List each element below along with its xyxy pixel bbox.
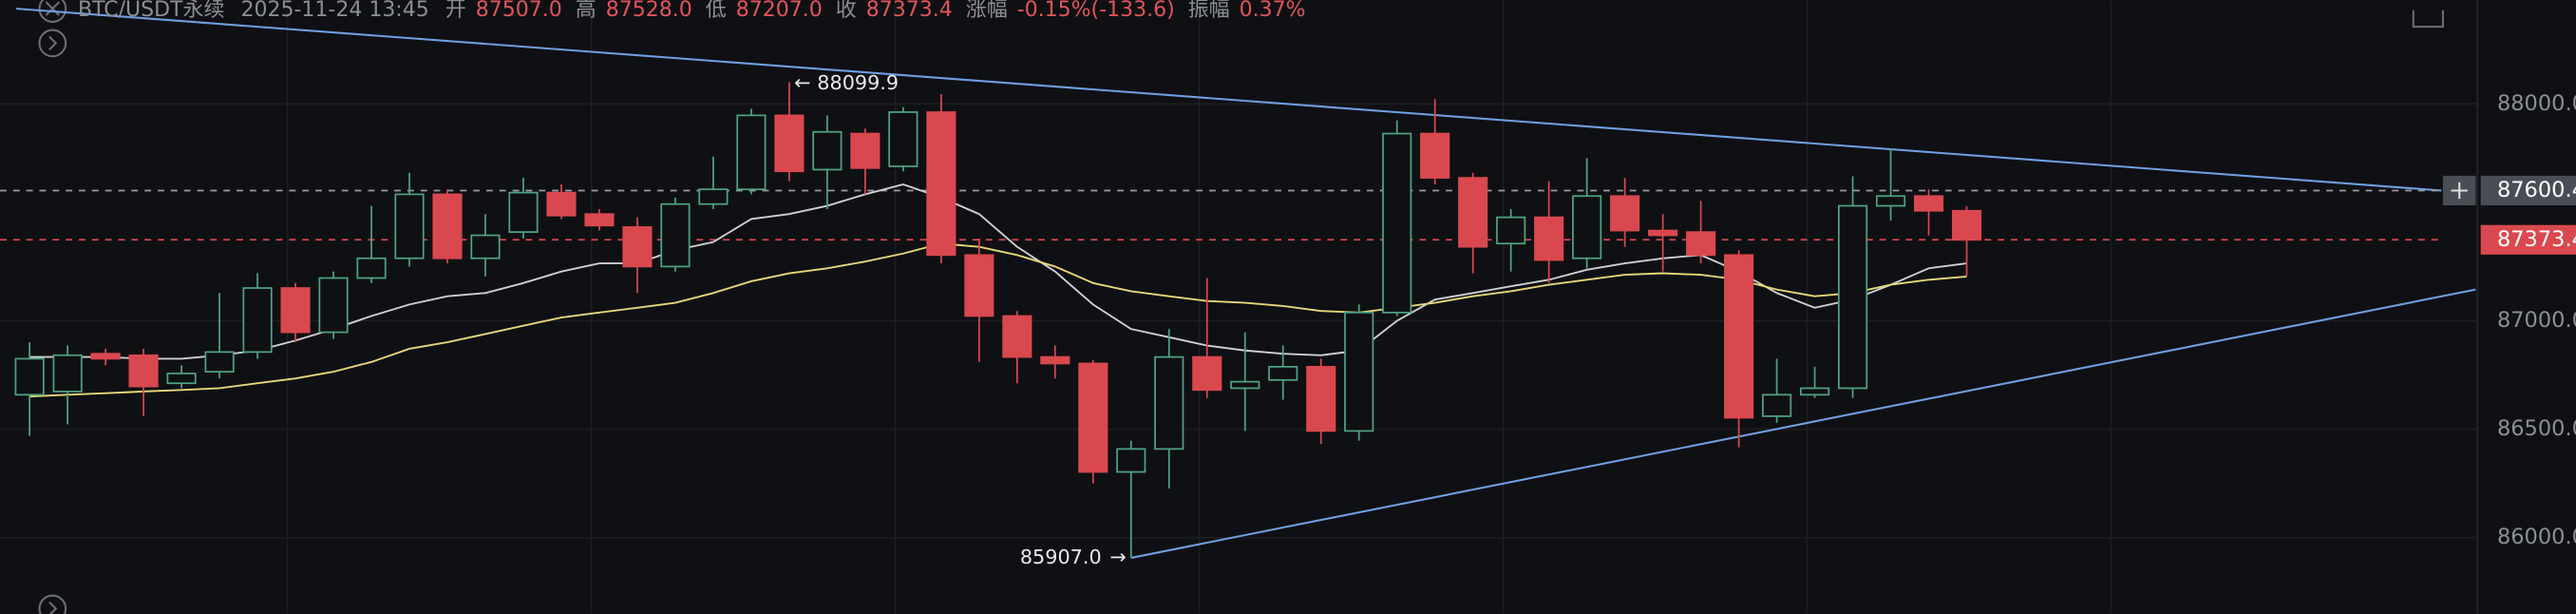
field-label: 收	[835, 0, 857, 22]
y-tick-label: 88000.0	[2497, 91, 2576, 116]
candle-body	[204, 351, 235, 373]
candle-body	[128, 354, 159, 388]
candle-body	[698, 188, 729, 205]
candle-body	[1458, 177, 1488, 248]
candle-body	[1837, 204, 1868, 390]
candle-body	[1078, 362, 1108, 473]
candle-body	[1800, 387, 1830, 396]
candle-body	[1040, 355, 1070, 365]
ma-line	[29, 182, 1967, 360]
field-label: 开	[445, 0, 466, 22]
collapse-icon-arrow	[48, 601, 58, 614]
candle-body	[1002, 315, 1032, 358]
trendline	[16, 8, 2442, 192]
expand-icon[interactable]	[38, 29, 67, 58]
candle-body	[1875, 195, 1906, 207]
collapse-icon[interactable]	[38, 594, 67, 614]
candle-body	[1230, 380, 1260, 390]
candle-body	[660, 202, 691, 268]
candle-body	[1192, 355, 1222, 392]
candle-body	[774, 114, 805, 173]
trendline	[1130, 288, 2476, 559]
candle-body	[736, 114, 767, 191]
symbol: BTC/USDT永续	[78, 0, 225, 22]
candle-body	[1572, 195, 1602, 259]
candle-body	[1116, 448, 1146, 473]
annotation-arrow: →	[1109, 546, 1126, 568]
annotation-label: 85907.0	[1020, 546, 1102, 568]
candle-body	[280, 287, 311, 334]
candle-body	[1610, 195, 1640, 232]
expand-icon-arrow	[48, 35, 58, 51]
candle-body	[1913, 195, 1944, 212]
y-tick-label: 87000.0	[2497, 308, 2576, 333]
candle-body	[1686, 231, 1716, 257]
candle-body	[1154, 355, 1184, 451]
candle-body	[926, 111, 957, 257]
time: 2025-11-24 13:45	[240, 0, 429, 22]
field-label: 高	[575, 0, 597, 22]
field-value: 87373.4	[865, 0, 953, 22]
y-tick-label: 86000.0	[2497, 525, 2576, 549]
field-label: 涨幅	[965, 0, 1008, 22]
field-value: 87207.0	[735, 0, 823, 22]
candle-body	[318, 277, 349, 334]
candle-body	[1382, 132, 1412, 314]
candle-body	[356, 257, 387, 279]
candle-body	[964, 254, 994, 317]
candle-body	[242, 287, 273, 354]
crosshair-plus	[2451, 182, 2468, 200]
candle-body	[1724, 254, 1754, 419]
field-value: 0.37%	[1239, 0, 1306, 22]
y-tick-label: 86500.0	[2497, 416, 2576, 441]
candle-body	[1534, 216, 1564, 261]
candle-body	[1306, 366, 1336, 432]
candle-body	[1420, 132, 1450, 179]
fullscreen-icon[interactable]	[2412, 10, 2444, 29]
annotation-label: 88099.9	[817, 71, 899, 94]
candle-body	[1648, 229, 1678, 237]
candle-body	[90, 353, 121, 360]
candle-body	[888, 111, 919, 167]
candle-body	[546, 191, 577, 217]
candle-body	[622, 226, 653, 268]
candle-body	[1951, 209, 1982, 241]
candle-body	[52, 354, 83, 393]
field-value: 87507.0	[475, 0, 562, 22]
price-label: 87600.4	[2497, 178, 2576, 202]
header-fields: 开 87507.0 高 87528.0 低 87207.0 收 87373.4 涨幅 -0.15%…	[445, 0, 1319, 22]
close-icon[interactable]	[38, 0, 67, 23]
candle-body	[850, 132, 881, 169]
header: BTC/USDT永续 2025-11-24 13:45 开 87507.0 高 875…	[78, 0, 1329, 23]
candle-body	[1762, 393, 1792, 417]
price-label: 87373.4	[2497, 227, 2576, 252]
candle-body	[508, 191, 539, 234]
candle-body	[1268, 366, 1298, 381]
candle-body	[1496, 216, 1526, 245]
candle-body	[1344, 311, 1374, 432]
price-label-box	[2480, 175, 2576, 206]
candle-body	[812, 130, 843, 171]
close-icon-x	[45, 1, 60, 16]
candle-body	[14, 357, 45, 396]
ma-line	[29, 242, 1967, 398]
field-label: 低	[705, 0, 727, 22]
price-label-box	[2480, 224, 2576, 255]
annotation-arrow: ←	[794, 71, 810, 94]
candle-body	[470, 234, 501, 259]
candle-body	[584, 213, 615, 227]
field-value: -0.15%(-133.6)	[1016, 0, 1175, 22]
candle-body	[394, 193, 425, 259]
field-value: 87528.0	[605, 0, 692, 22]
candle-body	[166, 373, 197, 385]
field-label: 振幅	[1187, 0, 1230, 22]
candle-body	[432, 193, 463, 259]
